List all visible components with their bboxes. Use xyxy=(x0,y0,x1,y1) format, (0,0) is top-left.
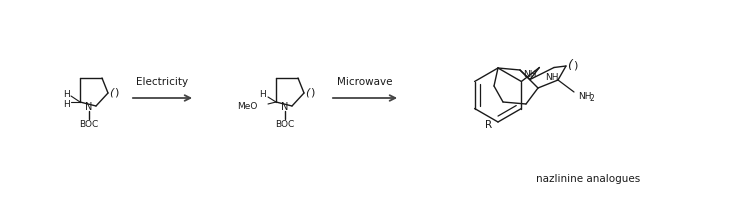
Text: Microwave: Microwave xyxy=(338,77,393,87)
Text: H: H xyxy=(260,90,266,99)
Text: N: N xyxy=(281,101,289,111)
Text: NH: NH xyxy=(545,73,559,82)
Text: ): ) xyxy=(310,88,314,98)
Text: ): ) xyxy=(573,60,578,70)
Text: ): ) xyxy=(114,88,118,98)
Text: (: ( xyxy=(109,88,113,98)
Text: R: R xyxy=(484,119,492,129)
Text: (: ( xyxy=(305,88,309,98)
Text: NH: NH xyxy=(578,92,592,101)
Text: (: ( xyxy=(567,58,572,71)
Text: BOC: BOC xyxy=(80,120,99,129)
Text: Electricity: Electricity xyxy=(136,77,188,87)
Text: N: N xyxy=(86,101,93,111)
Text: BOC: BOC xyxy=(275,120,295,129)
Text: nazlinine analogues: nazlinine analogues xyxy=(536,173,640,183)
Text: MeO: MeO xyxy=(238,102,258,111)
Text: NH: NH xyxy=(524,69,537,78)
Text: H: H xyxy=(62,90,69,99)
Text: H: H xyxy=(62,100,69,109)
Text: 2: 2 xyxy=(589,94,594,103)
